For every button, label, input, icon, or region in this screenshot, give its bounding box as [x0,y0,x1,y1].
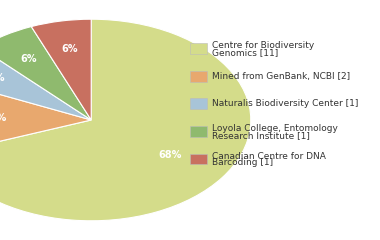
Wedge shape [0,27,91,120]
Wedge shape [31,19,91,120]
Text: 6%: 6% [0,73,5,84]
Wedge shape [0,48,91,120]
Text: Canadian Centre for DNA: Canadian Centre for DNA [212,152,326,161]
FancyBboxPatch shape [190,154,207,164]
Text: 68%: 68% [158,150,181,160]
Text: 12%: 12% [0,113,7,123]
Text: 6%: 6% [61,44,78,54]
FancyBboxPatch shape [190,71,207,82]
Text: Loyola College, Entomology: Loyola College, Entomology [212,124,338,133]
Text: Genomics [11]: Genomics [11] [212,48,278,57]
Text: 6%: 6% [20,54,37,64]
Wedge shape [0,19,251,221]
Text: Mined from GenBank, NCBI [2]: Mined from GenBank, NCBI [2] [212,72,350,81]
FancyBboxPatch shape [190,98,207,109]
Text: Centre for Biodiversity: Centre for Biodiversity [212,41,314,50]
Text: Naturalis Biodiversity Center [1]: Naturalis Biodiversity Center [1] [212,99,358,108]
FancyBboxPatch shape [190,43,207,54]
Text: Barcoding [1]: Barcoding [1] [212,158,273,167]
FancyBboxPatch shape [190,126,207,137]
Wedge shape [0,79,91,155]
Text: Research Institute [1]: Research Institute [1] [212,131,310,140]
